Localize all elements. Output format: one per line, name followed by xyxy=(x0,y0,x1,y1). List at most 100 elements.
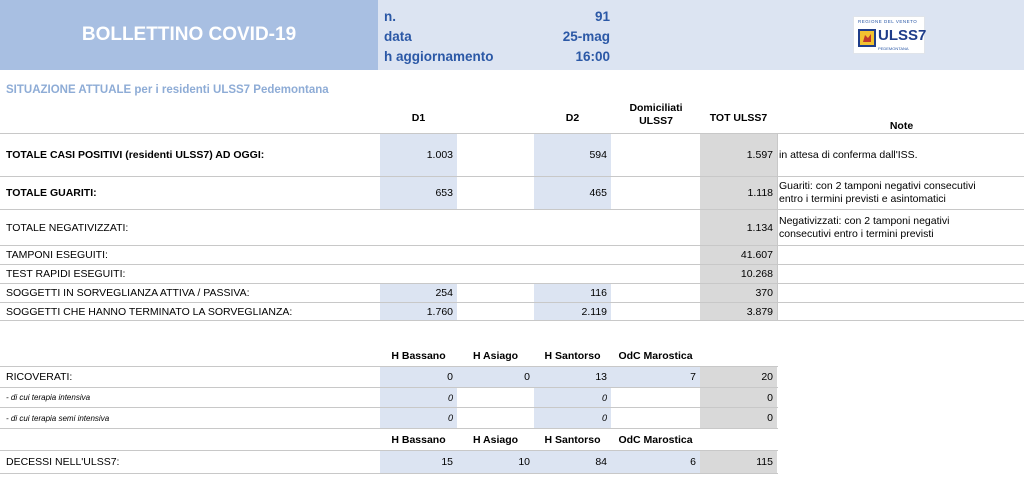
row-label-negativizzati: TOTALE NEGATIVIZZATI: xyxy=(6,221,129,234)
cell-terminato-d2: 2.119 xyxy=(534,303,611,320)
cell-decessi-bassano: 15 xyxy=(380,451,457,473)
col-header-note: Note xyxy=(889,120,914,132)
cell-intensiva-santorso: 0 xyxy=(534,388,611,407)
decessi-bottom-border xyxy=(0,473,778,474)
row-divider xyxy=(0,302,1024,303)
row-label-ricoverati: RICOVERATI: xyxy=(6,371,73,383)
row-divider xyxy=(0,245,1024,246)
cell-test-rapidi-tot: 10.268 xyxy=(700,265,777,283)
cell-ricoverati-marostica: 7 xyxy=(611,367,700,387)
cell-ricoverati-tot: 20 xyxy=(700,367,777,387)
bulletin-date-value: 25-mag xyxy=(562,29,610,44)
cell-negativizzati-tot: 1.134 xyxy=(700,210,777,245)
col-header-tot-ulss7: TOT ULSS7 xyxy=(709,112,768,124)
cell-guariti-d1: 653 xyxy=(380,177,457,209)
row-divider xyxy=(0,264,1024,265)
row-divider xyxy=(0,209,1024,210)
section-subtitle: SITUAZIONE ATTUALE per i residenti ULSS7… xyxy=(6,84,329,96)
col-header-h-asiago: H Asiago xyxy=(472,350,519,362)
cell-tamponi-tot: 41.607 xyxy=(700,246,777,264)
table-row-semi-intensiva: - di cui terapia semi intensiva 0 0 0 xyxy=(0,408,1024,428)
col-header-d1: D1 xyxy=(411,112,426,124)
cell-sorveglianza-d1: 254 xyxy=(380,284,457,302)
cell-decessi-santorso: 84 xyxy=(534,451,611,473)
table-row-positivi: TOTALE CASI POSITIVI (residenti ULSS7) A… xyxy=(0,134,1024,176)
row-label-intensiva: - di cui terapia intensiva xyxy=(6,393,91,402)
note-negativizzati-line2: consecutivi entro i termini previsti xyxy=(779,227,934,240)
row-divider xyxy=(0,428,778,429)
hosp-top-border xyxy=(0,366,778,367)
table-row-decessi: DECESSI NELL'ULSS7: 15 10 84 6 115 xyxy=(0,451,1024,473)
cell-ricoverati-bassano: 0 xyxy=(380,367,457,387)
table1-top-border xyxy=(0,133,1024,134)
cell-terminato-d1: 1.760 xyxy=(380,303,457,320)
table-row-tamponi: TAMPONI ESEGUITI: 41.607 xyxy=(0,246,1024,264)
table-row-test-rapidi: TEST RAPIDI ESEGUITI: 10.268 xyxy=(0,265,1024,283)
col-header-h-santorso: H Santorso xyxy=(544,350,601,362)
bulletin-number-value: 91 xyxy=(594,9,610,24)
cell-positivi-d1: 1.003 xyxy=(380,134,457,176)
decessi-top-border xyxy=(0,450,778,451)
col-header-h-bassano-2: H Bassano xyxy=(391,434,446,446)
cell-ricoverati-santorso: 13 xyxy=(534,367,611,387)
row-label-sorveglianza: SOGGETTI IN SORVEGLIANZA ATTIVA / PASSIV… xyxy=(6,287,250,299)
row-label-decessi: DECESSI NELL'ULSS7: xyxy=(6,456,120,468)
bulletin-date-row: data 25-mag xyxy=(382,29,610,47)
col-header-h-asiago-2: H Asiago xyxy=(472,434,519,446)
row-divider xyxy=(0,407,778,408)
table-row-terminato: SOGGETTI CHE HANNO TERMINATO LA SORVEGLI… xyxy=(0,303,1024,320)
cell-intensiva-bassano: 0 xyxy=(380,388,457,407)
cell-decessi-tot: 115 xyxy=(700,451,777,473)
col-header-h-santorso-2: H Santorso xyxy=(544,434,601,446)
table-row-negativizzati: TOTALE NEGATIVIZZATI: 1.134 Negativizzat… xyxy=(0,210,1024,245)
col-header-h-bassano: H Bassano xyxy=(391,350,446,362)
table-row-intensiva: - di cui terapia intensiva 0 0 0 xyxy=(0,388,1024,407)
row-label-semi-intensiva: - di cui terapia semi intensiva xyxy=(6,413,110,423)
cell-sorveglianza-tot: 370 xyxy=(700,284,777,302)
col-header-odc-marostica: OdC Marostica xyxy=(618,350,693,362)
row-label-terminato: SOGGETTI CHE HANNO TERMINATO LA SORVEGLI… xyxy=(6,305,293,318)
col-header-domiciliati: Domiciliati ULSS7 xyxy=(612,102,700,128)
row-label-guariti: TOTALE GUARITI: xyxy=(6,187,97,199)
note-negativizzati: Negativizzati: con 2 tamponi negativi co… xyxy=(779,210,949,245)
bulletin-title: BOLLETTINO COVID-19 xyxy=(0,0,378,70)
row-label-tamponi: TAMPONI ESEGUITI: xyxy=(6,249,108,261)
col-header-domiciliati-line1: Domiciliati xyxy=(629,102,683,114)
cell-semi-intensiva-bassano: 0 xyxy=(380,408,457,428)
bulletin-time-row: h aggiornamento 16:00 xyxy=(382,49,610,67)
cell-positivi-d2: 594 xyxy=(534,134,611,176)
cell-terminato-tot: 3.879 xyxy=(700,303,777,320)
cell-ricoverati-asiago: 0 xyxy=(457,367,534,387)
table1-bottom-border xyxy=(0,320,1024,321)
note-guariti: Guariti: con 2 tamponi negativi consecut… xyxy=(779,177,976,209)
row-label-test-rapidi: TEST RAPIDI ESEGUITI: xyxy=(6,268,126,280)
bulletin-time-label: h aggiornamento xyxy=(384,49,494,64)
bulletin-time-value: 16:00 xyxy=(575,49,610,64)
table-row-ricoverati: RICOVERATI: 0 0 13 7 20 xyxy=(0,367,1024,387)
note-positivi: in attesa di conferma dall'ISS. xyxy=(779,148,918,161)
bulletin-info-panel: n. 91 data 25-mag h aggiornamento 16:00 xyxy=(378,0,1024,70)
row-divider xyxy=(0,283,1024,284)
row-label-positivi: TOTALE CASI POSITIVI (residenti ULSS7) A… xyxy=(6,149,265,161)
note-column-divider xyxy=(777,133,778,321)
note-guariti-line2: entro i termini previsti e asintomatici xyxy=(779,193,946,205)
cell-semi-intensiva-santorso: 0 xyxy=(534,408,611,428)
note-negativizzati-line1: Negativizzati: con 2 tamponi negativi xyxy=(779,214,950,227)
bulletin-number-row: n. 91 xyxy=(382,9,610,27)
cell-decessi-marostica: 6 xyxy=(611,451,700,473)
bulletin-date-label: data xyxy=(384,29,412,44)
bulletin-number-label: n. xyxy=(384,9,396,24)
cell-positivi-tot: 1.597 xyxy=(700,134,777,176)
logo-main-text: ULSS7 xyxy=(878,27,927,44)
note-guariti-line1: Guariti: con 2 tamponi negativi consecut… xyxy=(779,180,976,192)
table-row-sorveglianza: SOGGETTI IN SORVEGLIANZA ATTIVA / PASSIV… xyxy=(0,284,1024,302)
ulss7-logo: REGIONE DEL VENETO ULSS7 PEDEMONTANA xyxy=(853,16,927,54)
cell-decessi-asiago: 10 xyxy=(457,451,534,473)
col-header-domiciliati-line2: ULSS7 xyxy=(639,115,673,127)
cell-semi-intensiva-tot: 0 xyxy=(700,408,777,428)
table-row-guariti: TOTALE GUARITI: 653 465 1.118 Guariti: c… xyxy=(0,177,1024,209)
col-header-odc-marostica-2: OdC Marostica xyxy=(618,434,693,446)
col-header-d2: D2 xyxy=(565,112,580,124)
logo-sub-text: PEDEMONTANA xyxy=(878,46,909,51)
cell-guariti-tot: 1.118 xyxy=(700,177,777,209)
